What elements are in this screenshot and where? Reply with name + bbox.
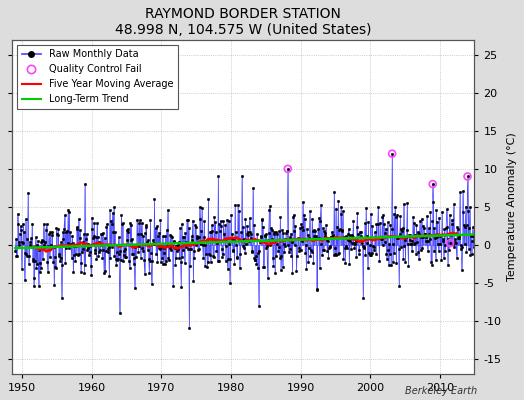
- Legend: Raw Monthly Data, Quality Control Fail, Five Year Moving Average, Long-Term Tren: Raw Monthly Data, Quality Control Fail, …: [17, 44, 178, 109]
- Point: [283, 166, 292, 172]
- Text: Berkeley Earth: Berkeley Earth: [405, 386, 477, 396]
- Point: [446, 240, 454, 246]
- Title: RAYMOND BORDER STATION
48.998 N, 104.575 W (United States): RAYMOND BORDER STATION 48.998 N, 104.575…: [115, 7, 372, 37]
- Y-axis label: Temperature Anomaly (°C): Temperature Anomaly (°C): [507, 132, 517, 281]
- Point: [429, 181, 437, 187]
- Point: [388, 150, 396, 157]
- Point: [463, 173, 472, 180]
